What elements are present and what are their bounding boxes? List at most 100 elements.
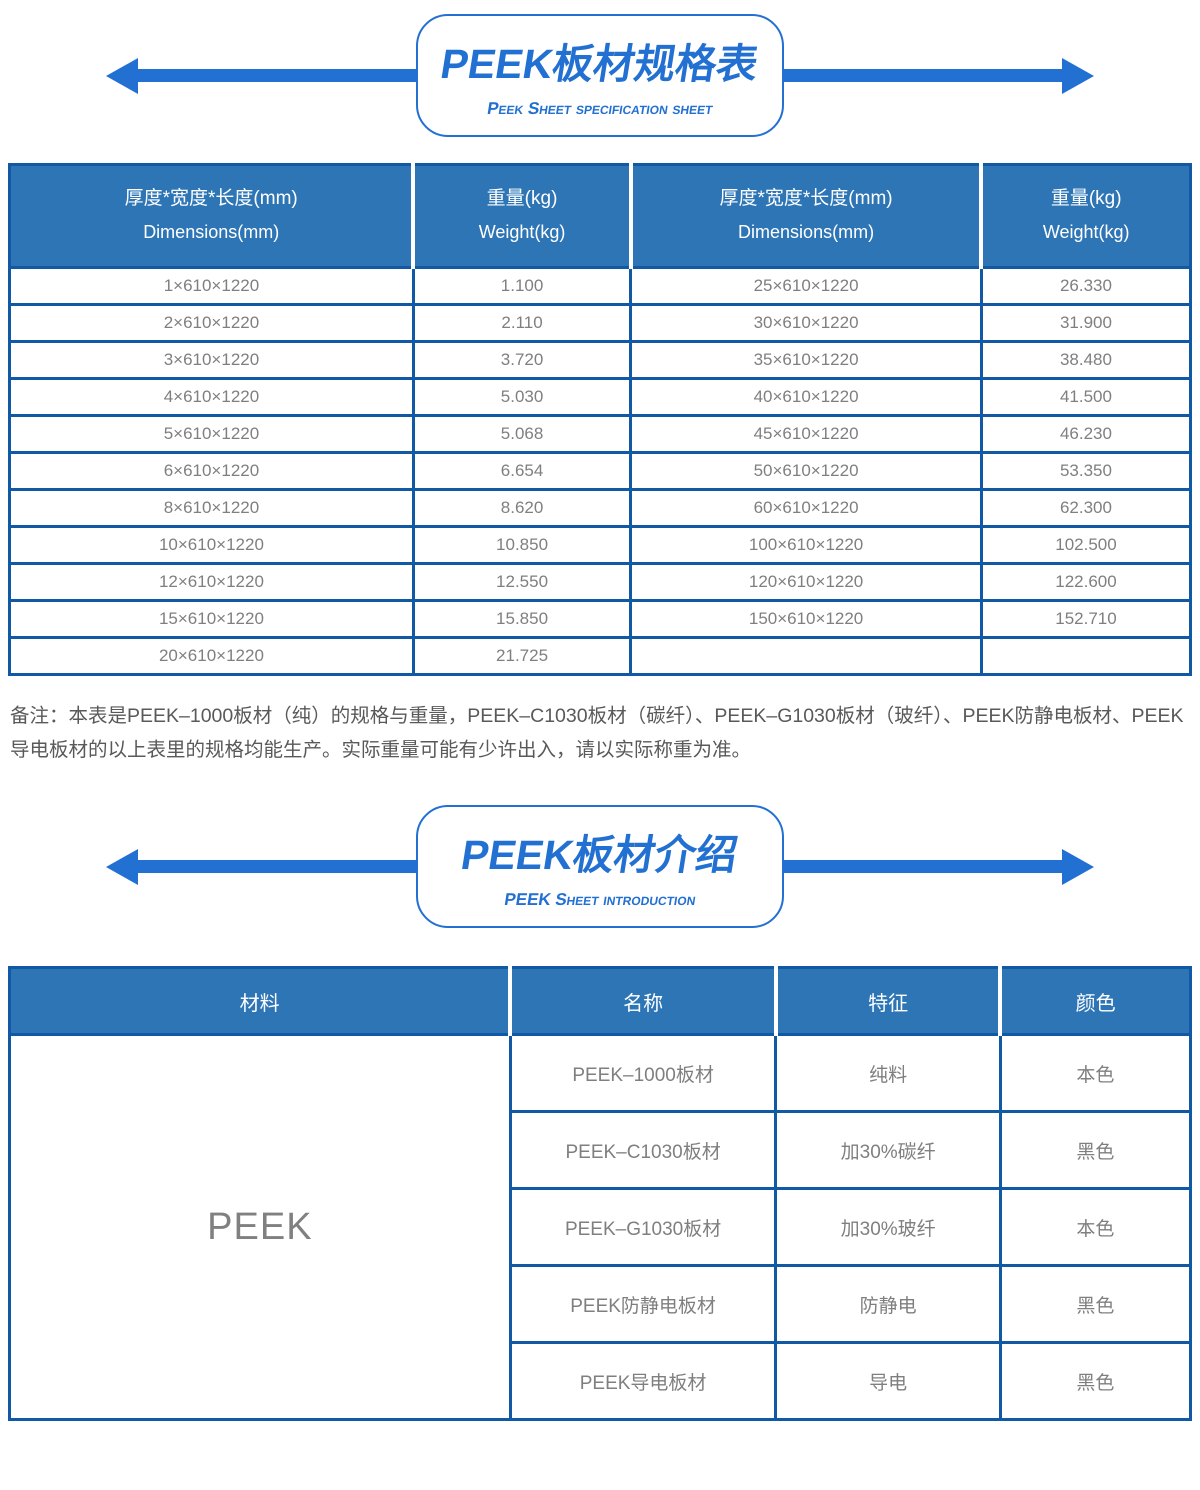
weight-cell: 102.500 <box>979 525 1193 565</box>
color-cell: 本色 <box>998 1033 1193 1114</box>
dimension-cell: 4×610×1220 <box>8 377 415 417</box>
weight-cell: 21.725 <box>411 636 633 676</box>
intro-header-feature: 特征 <box>773 967 1001 1035</box>
intro-banner-box: PEEK板材介绍 PEEK Sheet introduction <box>416 805 784 929</box>
weight-cell: 62.300 <box>979 488 1193 528</box>
spec-header-weight-right: 重量(kg) Weight(kg) <box>979 164 1191 268</box>
spec-header-row: 厚度*宽度*长度(mm) Dimensions(mm) 重量(kg) Weigh… <box>9 164 1191 268</box>
weight-cell: 12.550 <box>411 562 633 602</box>
right-arrow-icon <box>784 848 1094 885</box>
dimension-cell: 60×610×1220 <box>629 488 983 528</box>
weight-cell: 15.850 <box>411 599 633 639</box>
intro-row: PEEK导电板材 导电 黑色 <box>10 1341 1193 1422</box>
dimension-cell: 1×610×1220 <box>8 266 415 306</box>
spec-table: 厚度*宽度*长度(mm) Dimensions(mm) 重量(kg) Weigh… <box>8 163 1193 676</box>
spec-header-dimensions-left: 厚度*宽度*长度(mm) Dimensions(mm) <box>9 164 414 268</box>
intro-section-subtitle: PEEK Sheet introduction <box>503 890 698 910</box>
feature-cell: 加30%碳纤 <box>774 1110 1002 1191</box>
header-label-zh: 厚度*宽度*长度(mm) <box>124 188 298 209</box>
dimension-cell: 150×610×1220 <box>629 599 983 639</box>
dimension-cell-empty <box>629 636 983 676</box>
intro-header-material: 材料 <box>9 967 511 1035</box>
spec-row: 12×610×1220 12.550 120×610×1220 122.600 <box>8 562 1193 602</box>
name-cell: PEEK导电板材 <box>508 1341 778 1422</box>
dimension-cell: 30×610×1220 <box>629 303 983 343</box>
spec-row: 3×610×1220 3.720 35×610×1220 38.480 <box>8 340 1193 380</box>
feature-cell: 加30%玻纤 <box>774 1187 1002 1268</box>
left-arrowhead-icon <box>106 57 138 94</box>
weight-cell: 5.030 <box>411 377 633 417</box>
dimension-cell: 50×610×1220 <box>629 451 983 491</box>
name-cell: PEEK–C1030板材 <box>508 1110 778 1191</box>
weight-cell: 53.350 <box>979 451 1193 491</box>
weight-cell: 6.654 <box>411 451 633 491</box>
color-cell: 本色 <box>998 1187 1193 1268</box>
dimension-cell: 120×610×1220 <box>629 562 983 602</box>
weight-cell: 122.600 <box>979 562 1193 602</box>
spec-row: 5×610×1220 5.068 45×610×1220 46.230 <box>8 414 1193 454</box>
weight-cell-empty <box>979 636 1193 676</box>
spec-section-subtitle: Peek Sheet specification sheet <box>485 99 715 118</box>
left-arrow-shaft <box>138 69 416 82</box>
spec-row: 8×610×1220 8.620 60×610×1220 62.300 <box>8 488 1193 528</box>
dimension-cell: 15×610×1220 <box>8 599 415 639</box>
weight-cell: 3.720 <box>411 340 633 380</box>
dimension-cell: 8×610×1220 <box>8 488 415 528</box>
dimension-cell: 3×610×1220 <box>8 340 415 380</box>
header-label-en: Dimensions(mm) <box>143 222 280 242</box>
right-arrowhead-icon <box>1062 57 1094 94</box>
dimension-cell: 100×610×1220 <box>629 525 983 565</box>
spec-row: 15×610×1220 15.850 150×610×1220 152.710 <box>8 599 1193 639</box>
weight-cell: 8.620 <box>411 488 633 528</box>
intro-header-name: 名称 <box>508 967 776 1035</box>
weight-cell: 10.850 <box>411 525 633 565</box>
right-arrow-shaft <box>784 69 1062 82</box>
spec-header-dimensions-right: 厚度*宽度*长度(mm) Dimensions(mm) <box>628 164 982 268</box>
intro-header-color: 颜色 <box>998 967 1191 1035</box>
header-label-zh: 厚度*宽度*长度(mm) <box>719 188 893 209</box>
intro-row: PEEK–C1030板材 加30%碳纤 黑色 <box>10 1110 1193 1191</box>
dimension-cell: 45×610×1220 <box>629 414 983 454</box>
weight-cell: 26.330 <box>979 266 1193 306</box>
dimension-cell: 40×610×1220 <box>629 377 983 417</box>
name-cell: PEEK–G1030板材 <box>508 1187 778 1268</box>
spec-row: 2×610×1220 2.110 30×610×1220 31.900 <box>8 303 1193 343</box>
dimension-cell: 35×610×1220 <box>629 340 983 380</box>
spec-row: 10×610×1220 10.850 100×610×1220 102.500 <box>8 525 1193 565</box>
feature-cell: 导电 <box>774 1341 1002 1422</box>
feature-cell: 纯料 <box>774 1033 1002 1114</box>
right-arrow-icon <box>784 57 1094 94</box>
spec-section-title: PEEK板材规格表 <box>437 41 762 87</box>
right-arrow-shaft <box>784 860 1062 874</box>
weight-cell: 41.500 <box>979 377 1193 417</box>
weight-cell: 46.230 <box>979 414 1193 454</box>
intro-row: PEEK–G1030板材 加30%玻纤 本色 <box>10 1187 1193 1268</box>
spec-row: 6×610×1220 6.654 50×610×1220 53.350 <box>8 451 1193 491</box>
weight-cell: 2.110 <box>411 303 633 343</box>
feature-cell: 防静电 <box>774 1264 1002 1345</box>
header-label-zh: 重量(kg) <box>486 188 558 209</box>
header-label-en: Dimensions(mm) <box>738 222 875 242</box>
spec-banner-box: PEEK板材规格表 Peek Sheet specification sheet <box>416 14 784 137</box>
left-arrow-icon <box>106 57 416 94</box>
dimension-cell: 2×610×1220 <box>8 303 415 343</box>
spec-section-banner: PEEK板材规格表 Peek Sheet specification sheet <box>0 14 1200 137</box>
intro-header-row: 材料 名称 特征 颜色 <box>9 967 1191 1035</box>
name-cell: PEEK–1000板材 <box>508 1033 778 1114</box>
intro-table: 材料 名称 特征 颜色 PEEK PEEK–1000板材 纯料 本色 PEEK–… <box>8 966 1193 1422</box>
weight-cell: 152.710 <box>979 599 1193 639</box>
weight-cell: 31.900 <box>979 303 1193 343</box>
weight-cell: 1.100 <box>411 266 633 306</box>
intro-row: PEEK PEEK–1000板材 纯料 本色 <box>8 1033 1193 1422</box>
color-cell: 黑色 <box>998 1264 1193 1345</box>
dimension-cell: 10×610×1220 <box>8 525 415 565</box>
spec-row: 1×610×1220 1.100 25×610×1220 26.330 <box>8 266 1193 306</box>
left-arrowhead-icon <box>106 848 138 885</box>
header-label-zh: 重量(kg) <box>1050 188 1122 209</box>
intro-section-banner: PEEK板材介绍 PEEK Sheet introduction <box>0 805 1200 929</box>
dimension-cell: 25×610×1220 <box>629 266 983 306</box>
intro-section-title: PEEK板材介绍 <box>457 832 741 879</box>
header-label-en: Weight(kg) <box>478 222 566 242</box>
color-cell: 黑色 <box>998 1110 1193 1191</box>
spec-row: 4×610×1220 5.030 40×610×1220 41.500 <box>8 377 1193 417</box>
